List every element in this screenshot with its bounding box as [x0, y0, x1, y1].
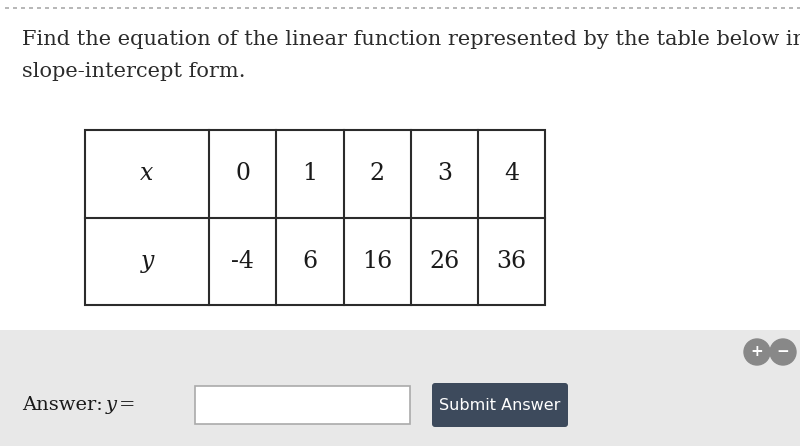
Text: 26: 26	[429, 250, 459, 273]
Circle shape	[770, 339, 796, 365]
Text: 6: 6	[302, 250, 318, 273]
Text: −: −	[777, 344, 790, 359]
Text: 16: 16	[362, 250, 392, 273]
Text: 4: 4	[504, 162, 519, 185]
Bar	[0, 330, 800, 446]
FancyBboxPatch shape	[432, 383, 568, 427]
Text: 36: 36	[496, 250, 526, 273]
Text: +: +	[750, 344, 763, 359]
Text: =: =	[119, 396, 135, 414]
Text: slope-intercept form.: slope-intercept form.	[22, 62, 246, 81]
Text: -4: -4	[231, 250, 254, 273]
Bar	[195, 386, 410, 424]
Circle shape	[744, 339, 770, 365]
Text: Answer:: Answer:	[22, 396, 115, 414]
Text: 2: 2	[370, 162, 385, 185]
Text: y: y	[141, 250, 154, 273]
Text: 1: 1	[302, 162, 318, 185]
Text: Submit Answer: Submit Answer	[439, 397, 561, 413]
Text: 3: 3	[437, 162, 452, 185]
Text: 0: 0	[235, 162, 250, 185]
Text: y: y	[106, 396, 117, 414]
Text: x: x	[141, 162, 154, 185]
Bar	[85, 130, 545, 305]
Text: Find the equation of the linear function represented by the table below in: Find the equation of the linear function…	[22, 30, 800, 49]
